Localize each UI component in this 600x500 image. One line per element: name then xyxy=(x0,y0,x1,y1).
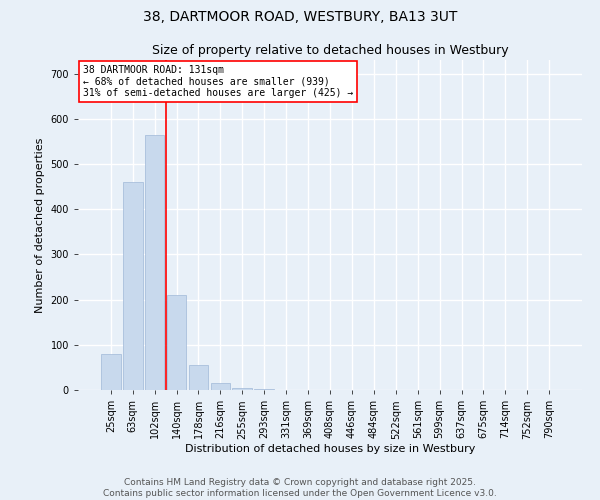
Bar xyxy=(254,389,274,390)
Title: Size of property relative to detached houses in Westbury: Size of property relative to detached ho… xyxy=(152,44,508,58)
Bar xyxy=(145,134,164,390)
Text: 38 DARTMOOR ROAD: 131sqm
← 68% of detached houses are smaller (939)
31% of semi-: 38 DARTMOOR ROAD: 131sqm ← 68% of detach… xyxy=(83,65,353,98)
Text: 38, DARTMOOR ROAD, WESTBURY, BA13 3UT: 38, DARTMOOR ROAD, WESTBURY, BA13 3UT xyxy=(143,10,457,24)
Bar xyxy=(101,354,121,390)
Bar xyxy=(232,388,252,390)
Text: Contains HM Land Registry data © Crown copyright and database right 2025.
Contai: Contains HM Land Registry data © Crown c… xyxy=(103,478,497,498)
Bar xyxy=(211,383,230,390)
Bar xyxy=(188,365,208,390)
X-axis label: Distribution of detached houses by size in Westbury: Distribution of detached houses by size … xyxy=(185,444,475,454)
Y-axis label: Number of detached properties: Number of detached properties xyxy=(35,138,45,312)
Bar xyxy=(167,295,187,390)
Bar xyxy=(123,182,143,390)
